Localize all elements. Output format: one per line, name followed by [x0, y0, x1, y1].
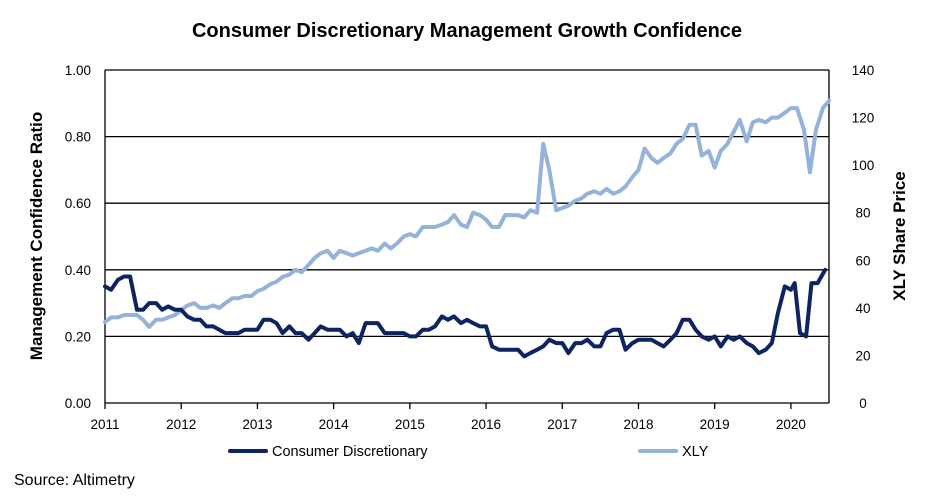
grid	[105, 69, 829, 404]
y-tick-label: 1.00	[65, 63, 91, 78]
y2-tick-label: 20	[855, 348, 870, 363]
chart-title: Consumer Discretionary Management Growth…	[192, 20, 742, 42]
legend-label: Consumer Discretionary	[272, 444, 428, 460]
x-tick-label: 2020	[776, 417, 806, 432]
y2-tick-label: 60	[855, 253, 870, 268]
x-tick-label: 2019	[700, 417, 730, 432]
x-tick-label: 2014	[319, 417, 350, 432]
x-tick-label: 2013	[242, 417, 272, 432]
plot-area	[104, 70, 830, 403]
y2-tick-label: 120	[852, 111, 875, 126]
y-tick-label: 0.40	[65, 263, 91, 278]
legend: Consumer Discretionary XLY	[228, 444, 709, 460]
y-axis-title: Management Confidence Ratio	[27, 112, 46, 360]
right-axis-ticks: 0 20 40 60 80 100 120 140	[852, 63, 875, 411]
y2-tick-label: 140	[852, 63, 875, 78]
y-tick-label: 0.60	[65, 196, 91, 211]
y2-tick-label: 100	[852, 158, 875, 173]
y2-axis-title: XLY Share Price	[890, 171, 909, 300]
x-tick-label: 2017	[547, 417, 577, 432]
series-lines	[103, 98, 831, 359]
legend-label: XLY	[682, 444, 709, 460]
series-line-xly	[103, 98, 831, 329]
y-tick-label: 0.20	[65, 329, 91, 344]
x-tick-label: 2012	[166, 417, 196, 432]
x-tick-label: 2018	[623, 417, 653, 432]
y-tick-label: 0.80	[65, 130, 91, 145]
source-note: Source: Altimetry	[14, 472, 135, 489]
x-tick-label: 2011	[90, 417, 119, 432]
x-tick-label: 2016	[471, 417, 501, 432]
y2-tick-label: 0	[859, 396, 867, 411]
x-tick-label: 2015	[395, 417, 425, 432]
y-tick-label: 0.00	[65, 396, 91, 411]
left-axis-ticks: 0.00 0.20 0.40 0.60 0.80 1.00	[65, 63, 91, 411]
y2-tick-label: 80	[855, 206, 870, 221]
series-line-consumer-discretionary	[103, 267, 828, 359]
x-axis-ticks: 2011 2012 2013 2014 2015 2016 2017 2018 2019 2020	[90, 403, 806, 432]
y2-tick-label: 40	[855, 301, 870, 316]
